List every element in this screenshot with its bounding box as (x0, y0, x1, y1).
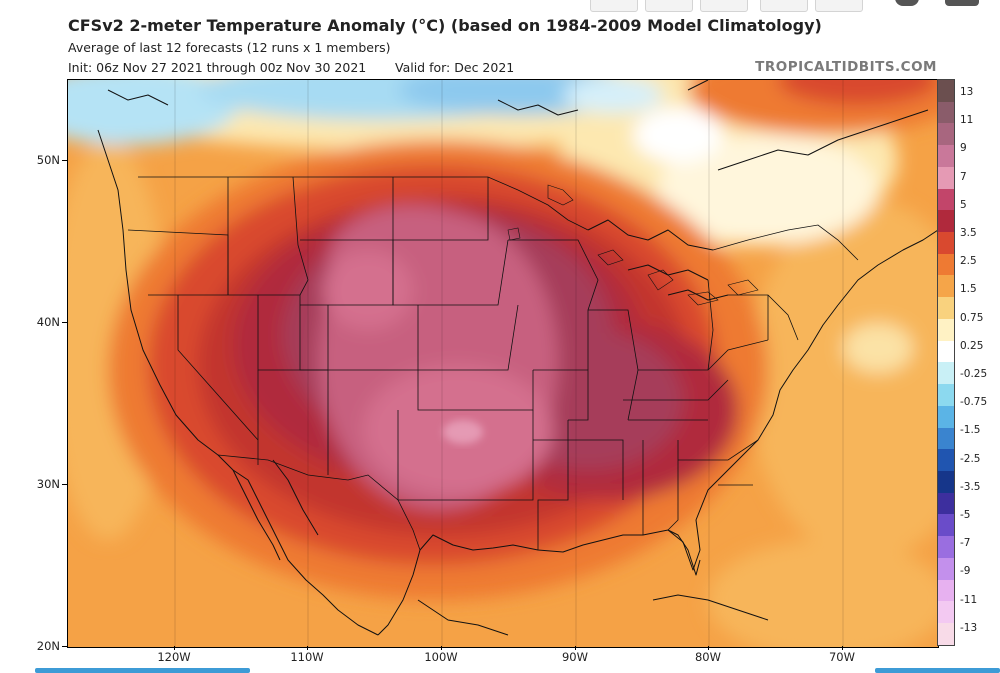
lon-tick-70w (842, 646, 843, 650)
lat-tick-50n (62, 160, 67, 161)
lon-label-80w: 80W (694, 650, 721, 664)
colorbar-segment (938, 470, 954, 493)
colorbar-label: -5 (960, 509, 971, 521)
toolbar-button-1[interactable] (590, 0, 638, 12)
colorbar-segment (938, 275, 954, 298)
colorbar-segment (938, 80, 954, 102)
colorbar-segment (938, 427, 954, 450)
colorbar-label: 0.25 (960, 339, 984, 352)
map-subtitle: Average of last 12 forecasts (12 runs x … (68, 40, 391, 55)
toolbar-button-4[interactable] (760, 0, 808, 12)
brand-watermark: TROPICALTIDBITS.COM (755, 59, 937, 75)
colorbar-segment (938, 492, 954, 515)
lakes (507, 184, 759, 306)
lat-tick-30n (62, 484, 67, 485)
lon-tick-80w (708, 646, 709, 650)
toolbar-button-2[interactable] (645, 0, 693, 12)
colorbar-label: -3.5 (960, 480, 981, 493)
colorbar-label: 11 (960, 114, 974, 127)
colorbar-label: -0.25 (960, 368, 988, 380)
gear-icon[interactable] (895, 0, 919, 6)
lat-label-20n: 20N (36, 639, 60, 653)
colorbar-segment (938, 622, 954, 645)
colorbar-label: 3.5 (960, 227, 977, 239)
toolbar-button-3[interactable] (700, 0, 748, 12)
lat-tick-40n (62, 322, 67, 323)
lon-label-90w: 90W (561, 650, 588, 664)
menu-icon[interactable] (945, 0, 979, 6)
colorbar (937, 79, 955, 646)
colorbar-label: 9 (960, 142, 967, 155)
lon-tick-110w (307, 646, 308, 650)
colorbar-segment (938, 318, 954, 341)
peak-anomaly (443, 420, 483, 444)
lon-label-120w: 120W (157, 650, 191, 664)
colorbar-label: 7 (960, 170, 967, 183)
colorbar-segment (938, 123, 954, 146)
anomaly-map (67, 79, 939, 648)
colorbar-segment (938, 188, 954, 211)
colorbar-label: -2.5 (960, 452, 981, 465)
colorbar-segment (938, 405, 954, 428)
init-time: Init: 06z Nov 27 2021 through 00z Nov 30… (68, 60, 367, 75)
lat-tick-20n (62, 646, 67, 647)
colorbar-segment (938, 557, 954, 580)
valid-time: Valid for: Dec 2021 (395, 60, 515, 75)
colorbar-segment (938, 166, 954, 189)
lon-tick-90w (575, 646, 576, 650)
map-title: CFSv2 2-meter Temperature Anomaly (°C) (… (68, 16, 822, 35)
lon-label-110w: 110W (290, 650, 324, 664)
anomaly-field (68, 80, 938, 647)
graticule (174, 80, 844, 647)
bottom-tab-1[interactable] (35, 668, 250, 673)
lon-label-100w: 100W (424, 650, 458, 664)
toolbar-button-5[interactable] (815, 0, 863, 12)
lat-label-50n: 50N (36, 153, 60, 167)
colorbar-segment (938, 145, 954, 167)
colorbar-label: 1.5 (960, 283, 977, 296)
colorbar-segment (938, 297, 954, 319)
colorbar-segment (938, 384, 954, 406)
lon-tick-120w (174, 646, 175, 650)
colorbar-segment (938, 514, 954, 537)
lon-tick-100w (441, 646, 442, 650)
colorbar-label: -0.75 (960, 396, 988, 409)
colorbar-segment (938, 253, 954, 276)
colorbar-label: -9 (960, 565, 971, 578)
colorbar-segment (938, 579, 954, 602)
colorbar-label: -7 (960, 537, 971, 550)
colorbar-segment (938, 101, 954, 124)
colorbar-label: 5 (960, 198, 967, 211)
bottom-tab-2[interactable] (875, 668, 1000, 673)
colorbar-label: 13 (960, 86, 974, 98)
colorbar-segment (938, 362, 954, 385)
lat-label-30n: 30N (36, 477, 60, 491)
colorbar-segment (938, 536, 954, 558)
borders (127, 176, 859, 551)
colorbar-label: 0.75 (960, 311, 984, 324)
lat-label-40n: 40N (36, 315, 60, 329)
colorbar-segment (938, 232, 954, 254)
colorbar-segment (938, 449, 954, 471)
colorbar-segment (938, 210, 954, 233)
lon-label-70w: 70W (828, 650, 855, 664)
colorbar-label: -1.5 (960, 424, 981, 437)
colorbar-label: -11 (960, 593, 978, 606)
colorbar-segment (938, 601, 954, 623)
colorbar-segment (938, 340, 954, 363)
colorbar-label: -13 (960, 621, 978, 634)
colorbar-label: 2.5 (960, 255, 977, 268)
